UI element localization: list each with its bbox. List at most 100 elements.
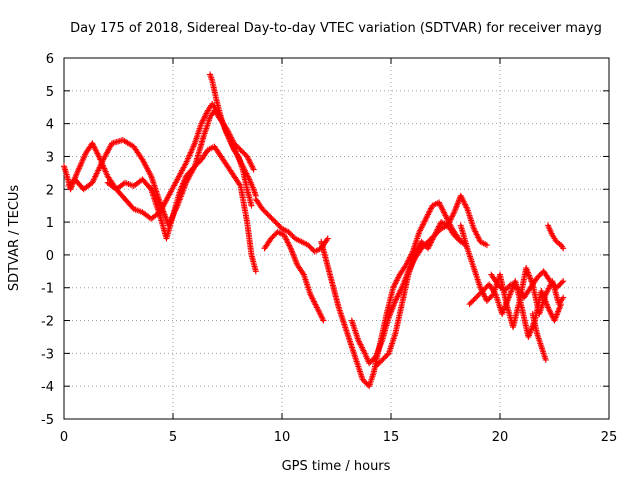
data-point xyxy=(502,286,509,293)
data-point xyxy=(276,223,283,230)
data-point xyxy=(474,293,481,300)
data-point xyxy=(269,234,276,241)
data-point xyxy=(265,212,272,219)
data-point xyxy=(267,213,274,220)
data-point xyxy=(482,285,489,292)
data-point xyxy=(453,234,460,241)
data-point xyxy=(236,181,243,188)
plot-frame xyxy=(63,57,610,420)
data-point xyxy=(65,182,72,189)
data-point xyxy=(549,280,556,287)
data-point xyxy=(456,237,463,244)
data-point xyxy=(286,230,293,237)
x-axis-label: GPS time / hours xyxy=(282,459,391,474)
y-tick-label: 3 xyxy=(46,150,54,165)
y-tick-label: -1 xyxy=(41,282,54,297)
data-point xyxy=(285,228,292,235)
data-point xyxy=(368,357,375,364)
data-point xyxy=(323,236,330,243)
data-point xyxy=(558,279,565,286)
y-tick-label: -5 xyxy=(41,413,54,428)
data-point xyxy=(309,246,316,253)
data-point xyxy=(466,301,473,308)
y-tick-label: 0 xyxy=(46,249,54,264)
data-point xyxy=(547,278,554,285)
data-points xyxy=(61,71,567,390)
y-tick-label: 5 xyxy=(46,85,54,100)
data-point xyxy=(497,284,504,291)
data-point xyxy=(236,145,243,152)
data-point xyxy=(299,270,306,277)
data-point xyxy=(418,238,425,245)
y-tick-label: -2 xyxy=(41,315,54,330)
data-point xyxy=(475,291,482,298)
data-point xyxy=(483,297,490,304)
data-point xyxy=(471,295,478,302)
data-point xyxy=(363,380,370,387)
data-point xyxy=(263,209,270,216)
data-point xyxy=(480,286,487,293)
data-point xyxy=(494,281,501,288)
data-point xyxy=(268,235,275,242)
data-point xyxy=(551,282,558,289)
data-point xyxy=(191,163,198,170)
data-point xyxy=(66,181,73,188)
data-point xyxy=(469,298,476,305)
data-point xyxy=(491,289,498,296)
data-point xyxy=(483,242,490,249)
y-tick-label: 1 xyxy=(46,216,54,231)
data-point xyxy=(272,231,279,238)
data-point xyxy=(503,285,510,292)
data-point xyxy=(419,240,426,247)
data-point xyxy=(264,211,271,218)
data-point xyxy=(324,235,331,242)
data-point xyxy=(270,232,277,239)
data-point xyxy=(240,149,247,156)
data-point xyxy=(272,219,279,226)
data-point xyxy=(476,290,483,297)
data-point xyxy=(560,245,567,252)
x-tick-label: 25 xyxy=(601,430,618,445)
x-tick-label: 10 xyxy=(274,430,291,445)
data-point xyxy=(366,360,373,367)
data-point xyxy=(261,208,268,215)
data-point xyxy=(548,279,555,286)
data-point xyxy=(553,284,560,291)
y-tick-label: 2 xyxy=(46,183,54,198)
data-point xyxy=(534,274,541,281)
data-point xyxy=(470,297,477,304)
x-tick-label: 5 xyxy=(169,430,177,445)
data-point xyxy=(560,294,567,301)
data-point xyxy=(288,231,295,238)
data-point xyxy=(370,356,377,363)
data-point xyxy=(498,285,505,292)
y-axis-label: SDTVAR / TECUs xyxy=(7,185,22,292)
data-point xyxy=(67,180,74,187)
data-point xyxy=(536,272,543,279)
data-point xyxy=(307,244,314,251)
chart-title: Day 175 of 2018, Sidereal Day-to-day VTE… xyxy=(70,21,602,36)
x-tick-label: 20 xyxy=(492,430,509,445)
data-point xyxy=(362,379,369,386)
data-point xyxy=(241,150,248,157)
data-point xyxy=(252,268,259,275)
grid xyxy=(64,58,609,419)
data-point xyxy=(383,352,390,359)
data-point xyxy=(320,317,327,324)
data-point xyxy=(557,280,564,287)
data-point xyxy=(421,241,428,248)
data-point xyxy=(381,354,388,361)
data-point xyxy=(379,356,386,363)
data-point xyxy=(259,205,266,212)
data-point xyxy=(306,243,313,250)
data-point xyxy=(360,377,367,384)
data-point xyxy=(194,160,201,167)
data-point xyxy=(237,146,244,153)
data-point xyxy=(451,232,458,239)
y-tick-label: 4 xyxy=(46,118,54,133)
data-point xyxy=(233,142,240,149)
data-point xyxy=(376,359,383,366)
data-point xyxy=(486,295,493,302)
axes: 0 5 10 15 20 25 -5 -4 -3 -2 -1 0 1 2 3 4 5 6 xyxy=(41,52,617,445)
